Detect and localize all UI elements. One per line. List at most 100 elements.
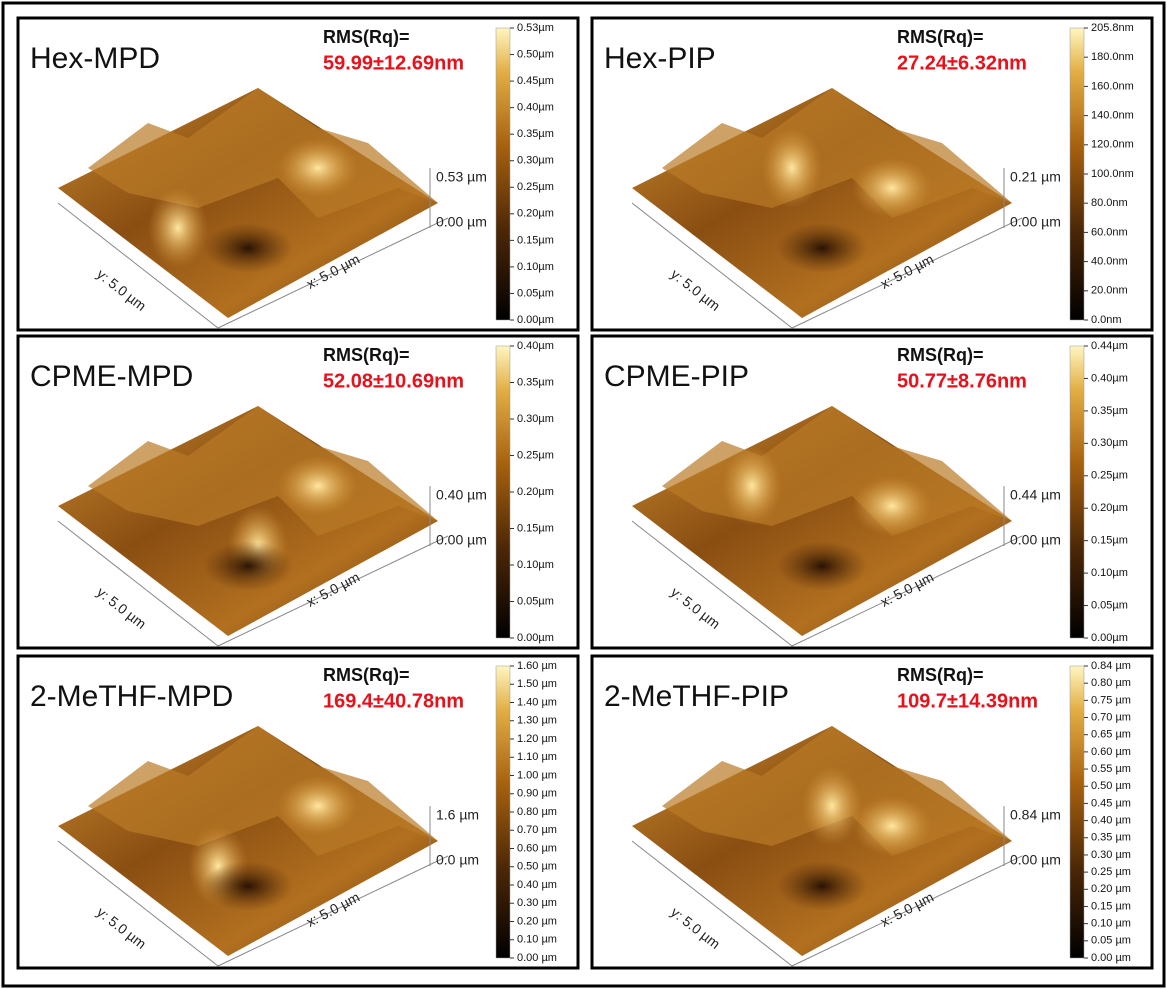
colorbar-label: 0.25µm	[517, 449, 554, 461]
colorbar-label: 0.35µm	[517, 376, 554, 388]
panel-title: Hex-MPD	[30, 42, 160, 75]
shadow	[777, 223, 867, 273]
figure: Hex-MPDRMS(Rq)=59.99±12.69nm0.53 µm0.00 …	[0, 0, 1167, 989]
highlight	[852, 158, 932, 218]
highlight	[852, 476, 932, 536]
colorbar	[496, 666, 510, 958]
colorbar-label: 0.35 µm	[1091, 832, 1131, 844]
colorbar-label: 180.0nm	[1091, 51, 1134, 63]
colorbar-label: 0.10µm	[517, 559, 554, 571]
highlight	[762, 128, 822, 208]
colorbar-label: 0.10 µm	[517, 934, 557, 946]
colorbar-label: 1.10 µm	[517, 751, 557, 763]
z-top-label: 0.44 µm	[1010, 487, 1061, 503]
colorbar-label: 0.25µm	[1091, 470, 1128, 482]
panel-title: CPME-PIP	[604, 360, 749, 393]
rms-value: 50.77±8.76nm	[897, 370, 1027, 392]
colorbar-label: 40.0nm	[1091, 256, 1128, 268]
colorbar-label: 0.80 µm	[1091, 677, 1131, 689]
colorbar	[1070, 666, 1084, 958]
colorbar-label: 0.40 µm	[517, 879, 557, 891]
panel-title: 2-MeTHF-MPD	[30, 680, 233, 713]
colorbar-label: 0.40 µm	[1091, 814, 1131, 826]
colorbar-label: 0.20 µm	[517, 915, 557, 927]
colorbar-label: 0.00µm	[517, 314, 554, 326]
panel: 2-MeTHF-PIPRMS(Rq)=109.7±14.39nm0.84 µm0…	[592, 656, 1152, 968]
colorbar	[496, 28, 510, 320]
z-top-label: 1.6 µm	[436, 807, 479, 823]
rms-label: RMS(Rq)=	[323, 27, 410, 47]
z-bottom-label: 0.00 µm	[436, 214, 487, 230]
colorbar-label: 1.20 µm	[517, 733, 557, 745]
colorbar-label: 0.25µm	[517, 181, 554, 193]
colorbar-label: 0.30 µm	[517, 897, 557, 909]
colorbar-label: 0.25 µm	[1091, 866, 1131, 878]
panel-title: Hex-PIP	[604, 42, 716, 75]
colorbar-label: 140.0nm	[1091, 110, 1134, 122]
colorbar-label: 0.90 µm	[517, 788, 557, 800]
shadow	[203, 223, 293, 273]
colorbar-label: 20.0nm	[1091, 285, 1128, 297]
colorbar-label: 205.8nm	[1091, 22, 1134, 34]
colorbar-label: 0.53µm	[517, 22, 554, 34]
rms-value: 27.24±6.32nm	[897, 52, 1027, 74]
panel: Hex-MPDRMS(Rq)=59.99±12.69nm0.53 µm0.00 …	[18, 18, 578, 330]
colorbar-label: 0.30µm	[517, 155, 554, 167]
colorbar-label: 0.75 µm	[1091, 694, 1131, 706]
colorbar-label: 0.70 µm	[1091, 711, 1131, 723]
colorbar-label: 0.20 µm	[1091, 883, 1131, 895]
colorbar-label: 0.30 µm	[1091, 849, 1131, 861]
colorbar-label: 0.20µm	[517, 208, 554, 220]
colorbar-label: 0.00 µm	[517, 952, 557, 964]
z-bottom-label: 0.00 µm	[1010, 214, 1061, 230]
rms-value: 59.99±12.69nm	[323, 52, 464, 74]
colorbar-label: 0.15 µm	[1091, 900, 1131, 912]
colorbar-label: 0.10µm	[517, 261, 554, 273]
colorbar-label: 0.05µm	[517, 287, 554, 299]
colorbar-label: 1.60 µm	[517, 660, 557, 672]
z-bottom-label: 0.00 µm	[1010, 532, 1061, 548]
z-top-label: 0.84 µm	[1010, 807, 1061, 823]
z-bottom-label: 0.00 µm	[1010, 852, 1061, 868]
colorbar-label: 0.35µm	[517, 128, 554, 140]
highlight	[278, 138, 358, 198]
colorbar-label: 0.50 µm	[1091, 780, 1131, 792]
colorbar	[1070, 28, 1084, 320]
highlight	[278, 776, 358, 836]
colorbar-label: 0.60 µm	[517, 842, 557, 854]
colorbar-label: 0.20µm	[517, 486, 554, 498]
colorbar-label: 0.70 µm	[517, 824, 557, 836]
z-top-label: 0.40 µm	[436, 487, 487, 503]
panel: 2-MeTHF-MPDRMS(Rq)=169.4±40.78nm1.6 µm0.…	[18, 656, 578, 968]
panel: CPME-PIP RMS(Rq)= 50.77±8.76nm 0.44 µm 0.00 …	[592, 336, 1152, 648]
colorbar-label: 0.40µm	[517, 102, 554, 114]
colorbar-label: 0.40µm	[517, 340, 554, 352]
rms-value: 52.08±10.69nm	[323, 370, 464, 392]
rms-label: RMS(Rq)=	[897, 345, 984, 365]
z-bottom-label: 0.00 µm	[436, 532, 487, 548]
colorbar-label: 120.0nm	[1091, 139, 1134, 151]
shadow	[203, 861, 293, 911]
colorbar-label: 60.0nm	[1091, 226, 1128, 238]
colorbar-label: 0.35µm	[1091, 405, 1128, 417]
rms-label: RMS(Rq)=	[897, 27, 984, 47]
colorbar-label: 0.60 µm	[1091, 746, 1131, 758]
colorbar	[1070, 346, 1084, 638]
colorbar-label: 0.45 µm	[1091, 797, 1131, 809]
colorbar-label: 0.40µm	[1091, 372, 1128, 384]
highlight	[278, 456, 358, 516]
colorbar-label: 0.10µm	[1091, 567, 1128, 579]
colorbar-label: 0.15µm	[517, 522, 554, 534]
colorbar-label: 160.0nm	[1091, 80, 1134, 92]
colorbar-label: 0.50 µm	[517, 861, 557, 873]
colorbar-label: 0.30µm	[517, 413, 554, 425]
highlight	[802, 766, 862, 846]
colorbar-label: 1.50 µm	[517, 678, 557, 690]
colorbar-label: 0.20µm	[1091, 502, 1128, 514]
shadow	[777, 541, 867, 591]
colorbar-label: 0.15µm	[1091, 535, 1128, 547]
rms-value: 169.4±40.78nm	[323, 690, 464, 712]
colorbar-label: 0.00µm	[1091, 632, 1128, 644]
highlight	[148, 188, 208, 268]
